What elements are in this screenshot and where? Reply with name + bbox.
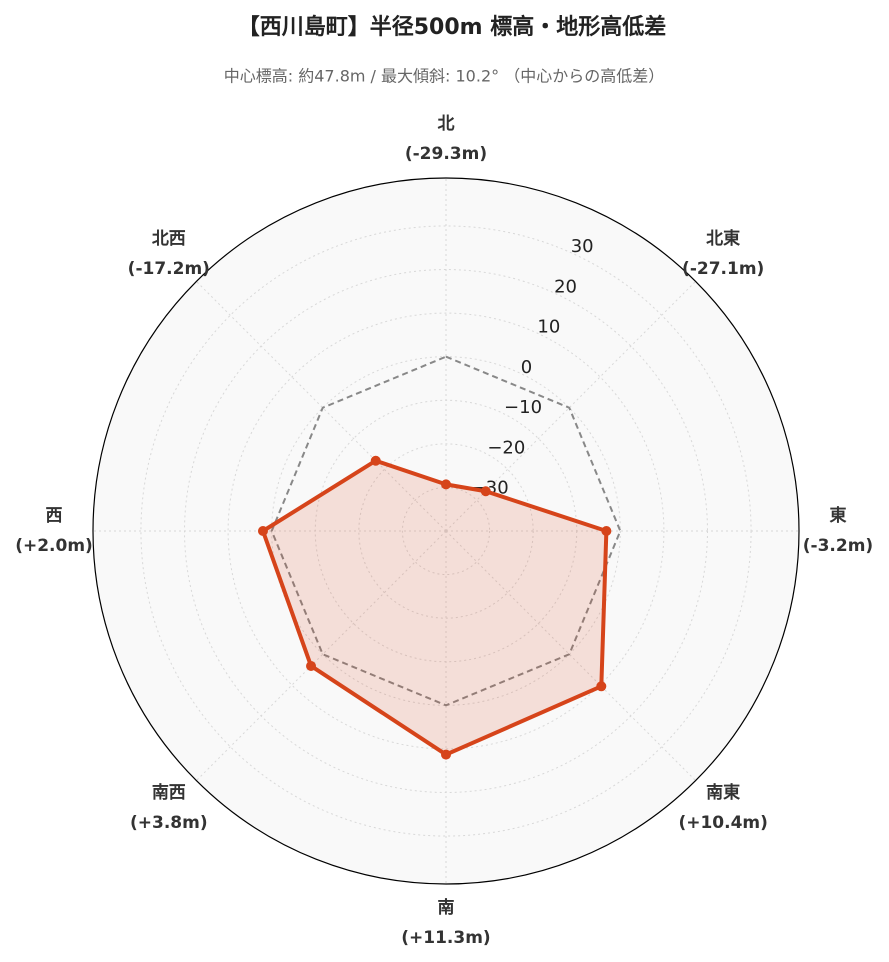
- data-point: [441, 479, 451, 490]
- category-label: 北: [438, 114, 455, 134]
- data-point: [441, 749, 451, 760]
- value-label: (+11.3m): [401, 928, 490, 948]
- r-tick-label: 10: [537, 317, 560, 338]
- data-point: [601, 526, 612, 536]
- reference-line: [270, 355, 622, 707]
- value-label: (-29.3m): [405, 144, 487, 164]
- category-label: 東: [830, 505, 847, 526]
- value-label: (-17.2m): [128, 259, 210, 279]
- category-label: 南西: [152, 782, 186, 803]
- category-label: 南東: [706, 782, 740, 803]
- value-label: (-27.1m): [682, 259, 764, 279]
- plot-border: [92, 177, 800, 885]
- grid-spoke: [445, 281, 696, 532]
- data-point: [596, 681, 607, 692]
- grid-spoke: [196, 530, 447, 781]
- grid-circle: [227, 312, 665, 750]
- category-label: 南: [438, 897, 455, 918]
- value-label: (+10.4m): [678, 813, 767, 833]
- grid-spoke: [445, 530, 696, 781]
- category-label: 北西: [152, 229, 186, 249]
- chart-subtitle: 中心標高: 約47.8m / 最大傾斜: 10.2° （中心からの高低差）: [224, 67, 664, 86]
- r-tick-label: −20: [487, 437, 525, 458]
- chart-title: 【西川島町】半径500m 標高・地形高低差: [238, 14, 667, 40]
- value-label: (-3.2m): [803, 536, 873, 556]
- grid-circle: [358, 443, 534, 619]
- grid-spoke: [196, 281, 447, 532]
- data-point: [480, 486, 491, 497]
- r-tick-label: 20: [554, 276, 577, 297]
- category-label: 西: [46, 506, 63, 526]
- r-tick-label: −10: [504, 397, 542, 418]
- value-label: (+3.8m): [130, 813, 208, 833]
- category-label: 北東: [706, 228, 740, 249]
- data-point: [370, 455, 381, 466]
- r-tick-label: 0: [521, 357, 532, 378]
- value-label: (+2.0m): [15, 536, 93, 556]
- data-point: [257, 526, 268, 536]
- r-tick-label: 30: [571, 236, 594, 257]
- data-point: [306, 660, 317, 671]
